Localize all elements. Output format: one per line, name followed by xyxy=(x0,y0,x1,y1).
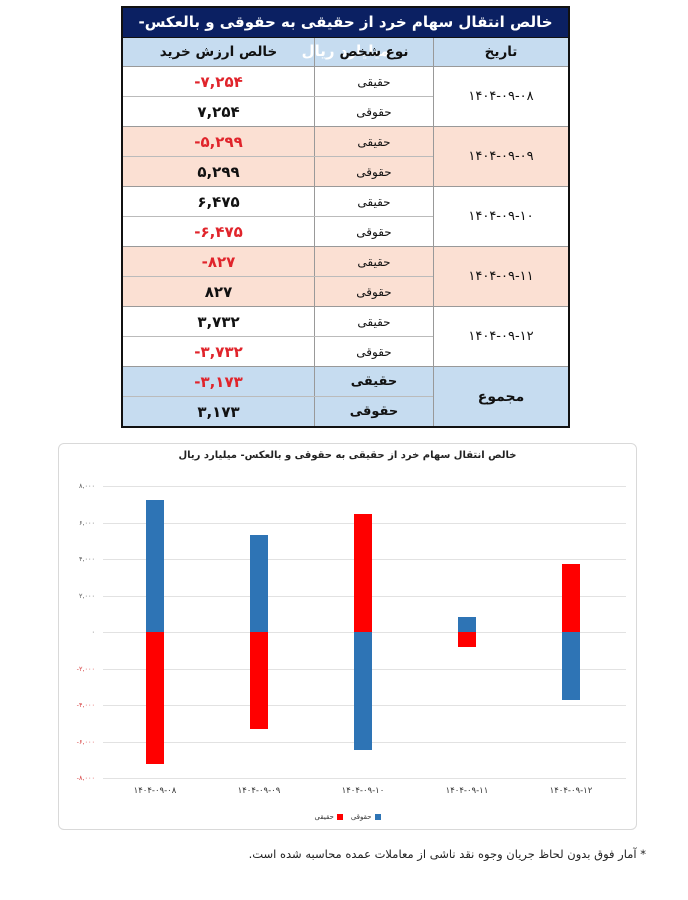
table-header-row: تاریخ نوع شخص خالص ارزش خرید xyxy=(123,38,568,67)
table-row: حقیقی ۳,۷۳۲ xyxy=(123,307,433,336)
bar xyxy=(354,513,372,632)
y-tick-label: ۸,۰۰۰ xyxy=(78,482,95,490)
x-tick-label: ۱۴۰۴-۰۹-۱۱ xyxy=(445,786,489,796)
person-type-cell: حقوقی xyxy=(314,157,433,186)
legend-swatch-blue xyxy=(374,814,381,820)
bar xyxy=(562,563,580,632)
table-row: حقیقی -۷,۲۵۴ xyxy=(123,67,433,96)
person-type-cell: حقیقی xyxy=(314,307,433,336)
net-value-cell: ۷,۲۵۴ xyxy=(197,102,240,121)
y-tick-label: ۲,۰۰۰ xyxy=(78,591,95,600)
net-value-cell: ۵,۲۹۹ xyxy=(197,162,240,181)
y-tick-label: -۴,۰۰۰ xyxy=(76,701,95,709)
table-row: حقیقی -۵,۲۹۹ xyxy=(123,127,433,156)
header-net-buy-value: خالص ارزش خرید xyxy=(159,44,278,60)
y-tick-label: -۶,۰۰۰ xyxy=(76,737,95,746)
y-tick-label: -۲,۰۰۰ xyxy=(76,664,95,673)
date-cell: ۱۴۰۴-۰۹-۱۰ xyxy=(433,187,568,246)
total-label: مجموع xyxy=(433,367,568,426)
x-tick-label: ۱۴۰۴-۰۹-۰۸ xyxy=(133,786,177,796)
table-total-group: مجموع حقیقی -۳,۱۷۳ حقوقی ۳,۱۷۳ xyxy=(123,367,568,426)
person-type-cell: حقوقی xyxy=(314,397,433,426)
table-row-group: ۱۴۰۴-۰۹-۱۱ حقیقی -۸۲۷ حقوقی ۸۲۷ xyxy=(123,247,568,307)
net-value-cell: ۳,۷۳۲ xyxy=(197,312,240,331)
table-row: حقوقی -۶,۴۷۵ xyxy=(123,216,433,246)
y-tick-label: -۸,۰۰۰ xyxy=(76,774,95,782)
table-row: حقوقی ۵,۲۹۹ xyxy=(123,156,433,186)
date-cell: ۱۴۰۴-۰۹-۰۸ xyxy=(433,67,568,126)
table-row: حقوقی ۳,۱۷۳ xyxy=(123,396,433,426)
net-value-cell: ۳,۱۷۳ xyxy=(197,402,240,421)
legend-item-hoghooghi: حقوقی xyxy=(351,813,381,821)
bar xyxy=(562,632,580,701)
gridline xyxy=(103,486,626,487)
net-value-cell: -۵,۲۹۹ xyxy=(194,132,243,151)
chart-legend: حقوقی حقیقی xyxy=(59,813,636,821)
date-cell: ۱۴۰۴-۰۹-۱۲ xyxy=(433,307,568,366)
y-tick-label: ۶,۰۰۰ xyxy=(78,518,95,527)
net-value-cell: ۶,۴۷۵ xyxy=(197,192,240,211)
date-cell: ۱۴۰۴-۰۹-۰۹ xyxy=(433,127,568,186)
header-person-type: نوع شخص xyxy=(314,38,433,66)
net-value-cell: -۸۲۷ xyxy=(201,252,236,271)
date-cell: ۱۴۰۴-۰۹-۱۱ xyxy=(433,247,568,306)
table-row: حقوقی ۸۲۷ xyxy=(123,276,433,306)
legend-swatch-red xyxy=(336,814,343,820)
net-transfer-table: خالص انتقال سهام خرد از حقیقی به حقوقی و… xyxy=(121,6,570,428)
table-row: حقوقی ۷,۲۵۴ xyxy=(123,96,433,126)
gridline xyxy=(103,778,626,779)
y-tick-label: ۰ xyxy=(91,628,96,636)
net-transfer-chart: خالص انتقال سهام خرد از حقیقی به حقوقی و… xyxy=(58,443,637,830)
table-row: حقوقی -۳,۷۳۲ xyxy=(123,336,433,366)
net-value-cell: -۳,۱۷۳ xyxy=(194,372,243,391)
x-tick-label: ۱۴۰۴-۰۹-۰۹ xyxy=(237,786,281,796)
person-type-cell: حقوقی xyxy=(314,337,433,366)
bar xyxy=(354,632,372,751)
table-row-group: ۱۴۰۴-۰۹-۰۸ حقیقی -۷,۲۵۴ حقوقی ۷,۲۵۴ xyxy=(123,67,568,127)
person-type-cell: حقیقی xyxy=(314,367,433,396)
net-value-cell: -۷,۲۵۴ xyxy=(194,72,243,91)
table-title: خالص انتقال سهام خرد از حقیقی به حقوقی و… xyxy=(123,8,568,60)
x-tick-label: ۱۴۰۴-۰۹-۱۲ xyxy=(549,786,593,796)
table-row: حقیقی -۳,۱۷۳ xyxy=(123,367,433,396)
legend-label: حقیقی xyxy=(314,813,334,821)
net-value-cell: -۳,۷۳۲ xyxy=(194,342,243,361)
chart-title: خالص انتقال سهام خرد از حقیقی به حقوقی و… xyxy=(178,450,517,461)
bar xyxy=(458,632,476,648)
bar xyxy=(250,535,268,632)
person-type-cell: حقوقی xyxy=(314,277,433,306)
person-type-cell: حقیقی xyxy=(314,247,433,276)
table-row-group: ۱۴۰۴-۰۹-۰۹ حقیقی -۵,۲۹۹ حقوقی ۵,۲۹۹ xyxy=(123,127,568,187)
header-date: تاریخ xyxy=(433,38,568,66)
legend-label: حقوقی xyxy=(350,813,372,821)
bar xyxy=(146,632,164,765)
x-tick-label: ۱۴۰۴-۰۹-۱۰ xyxy=(341,786,385,796)
bar xyxy=(250,632,268,729)
table-row-group: ۱۴۰۴-۰۹-۱۰ حقیقی ۶,۴۷۵ حقوقی -۶,۴۷۵ xyxy=(123,187,568,247)
footnote: * آمار فوق بدون لحاظ جریان وجوه نقد ناشی… xyxy=(248,847,646,861)
net-value-cell: -۶,۴۷۵ xyxy=(194,222,243,241)
person-type-cell: حقیقی xyxy=(314,67,433,96)
table-row-group: ۱۴۰۴-۰۹-۱۲ حقیقی ۳,۷۳۲ حقوقی -۳,۷۳۲ xyxy=(123,307,568,367)
y-tick-label: ۴,۰۰۰ xyxy=(78,555,95,563)
table-row: حقیقی ۶,۴۷۵ xyxy=(123,187,433,216)
person-type-cell: حقوقی xyxy=(314,97,433,126)
table-row: حقیقی -۸۲۷ xyxy=(123,247,433,276)
person-type-cell: حقیقی xyxy=(314,187,433,216)
bar xyxy=(146,499,164,632)
legend-item-haghighi: حقیقی xyxy=(314,813,343,821)
person-type-cell: حقیقی xyxy=(314,127,433,156)
person-type-cell: حقوقی xyxy=(314,217,433,246)
net-value-cell: ۸۲۷ xyxy=(204,282,233,301)
bar xyxy=(458,616,476,632)
